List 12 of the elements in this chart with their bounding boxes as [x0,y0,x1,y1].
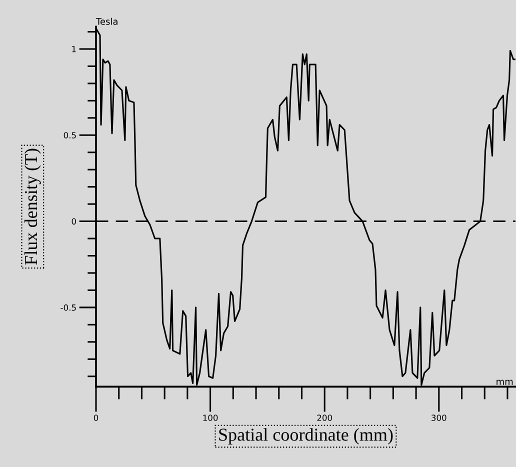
text: Tesla [96,18,118,25]
y-tick-label: 0.5 [64,132,76,138]
x-axis-title: Spatial coordinate (mm) [219,428,393,444]
x-tick-label: 0 [94,414,98,421]
x-tick-label: 100 [203,414,218,421]
y-tick-label: 0 [72,218,76,225]
annotation: mm [496,380,513,385]
x-tick-label: 300 [432,414,446,421]
y-tick-label: -0.5 [60,304,76,311]
y-axis-title: Flux density (T) [24,148,41,265]
y-tick-label: 1 [72,46,76,52]
x-tick-label: 200 [317,414,332,421]
